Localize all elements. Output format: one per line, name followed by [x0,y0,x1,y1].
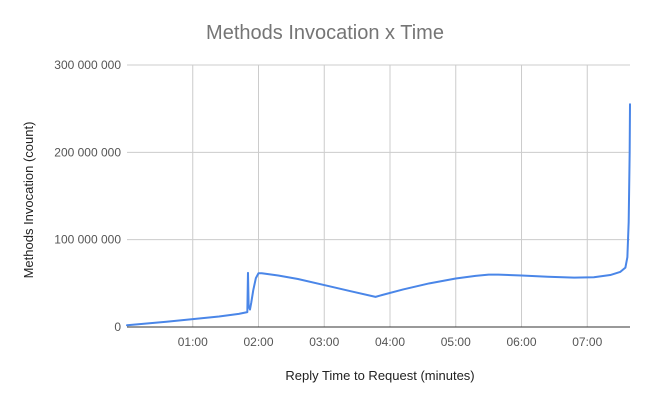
y-tick-label: 100 000 000 [54,233,121,247]
y-tick-label: 200 000 000 [54,145,121,159]
y-tick-label: 300 000 000 [54,58,121,72]
x-tick-label: 05:00 [441,335,471,349]
gridlines [127,64,630,327]
y-tick-label: 0 [114,320,121,334]
x-tick-labels: 01:00 02:00 03:00 04:00 05:00 06:00 07:00 [178,335,603,349]
x-tick-label: 01:00 [178,335,208,349]
x-tick-label: 06:00 [506,335,536,349]
x-tick-label: 04:00 [375,335,405,349]
y-axis-label: Methods Invocation (count) [21,122,36,279]
y-tick-labels: 0 100 000 000 200 000 000 300 000 000 [54,58,121,334]
x-tick-label: 07:00 [572,335,602,349]
x-tick-label: 03:00 [309,335,339,349]
x-axis-label: Reply Time to Request (minutes) [285,368,474,383]
x-tick-label: 02:00 [243,335,273,349]
series-line [126,103,631,327]
chart-title: Methods Invocation x Time [206,22,444,44]
